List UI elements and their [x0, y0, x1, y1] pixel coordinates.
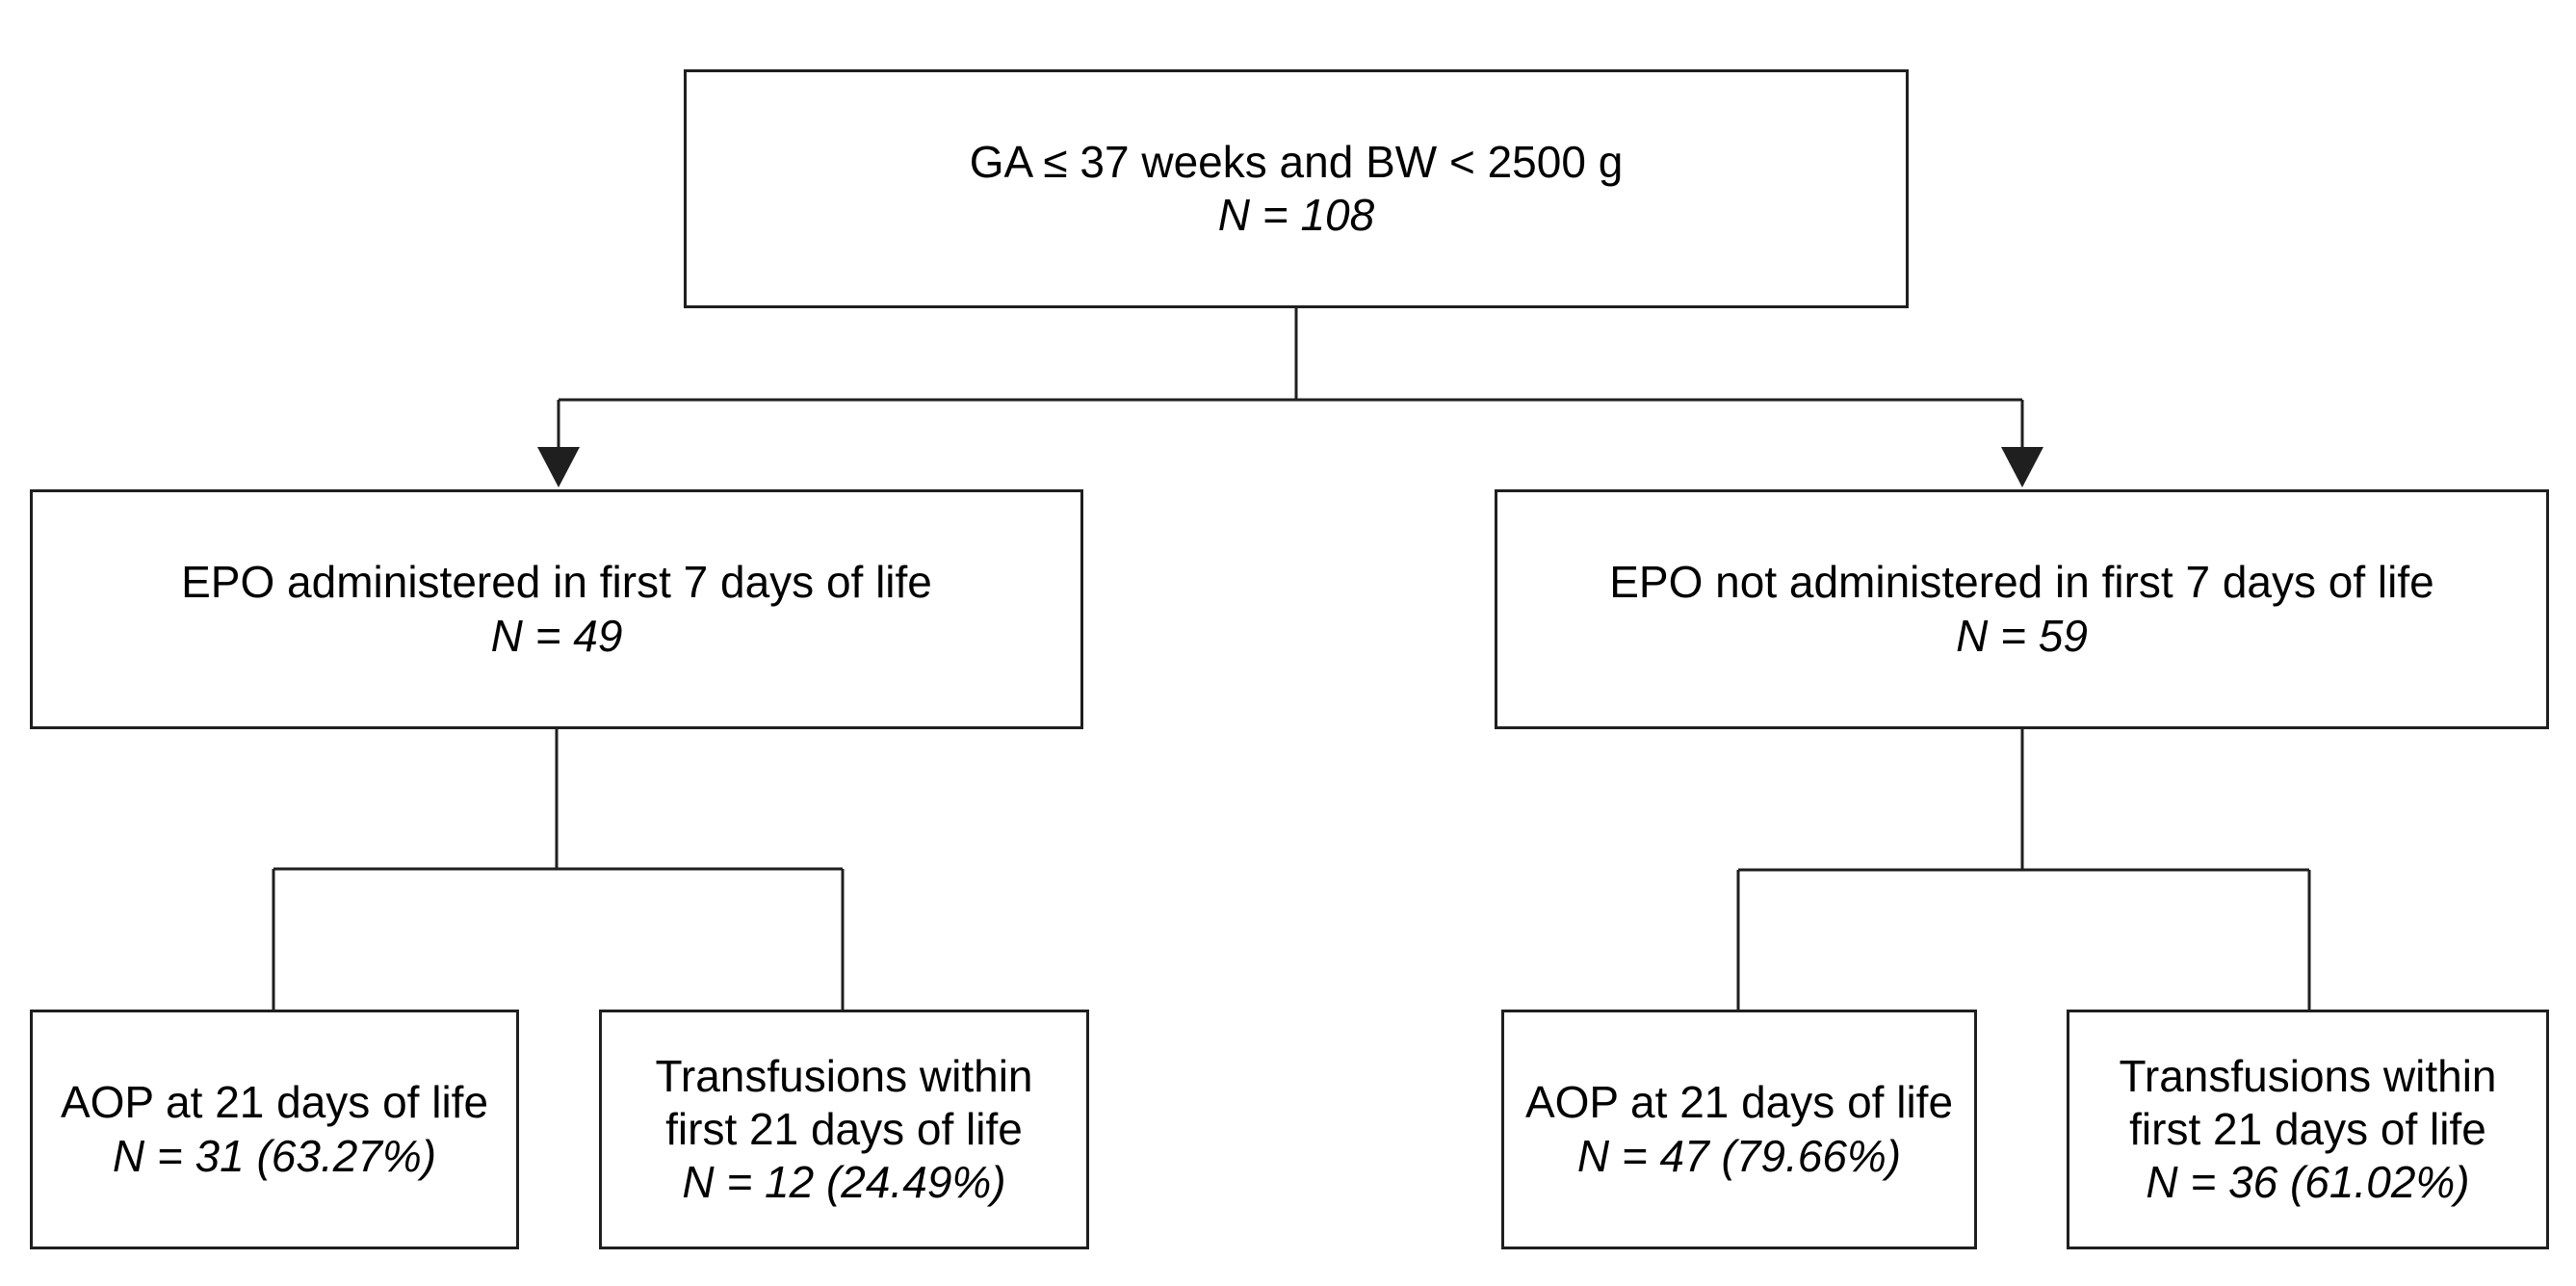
node-title: Transfusions within — [655, 1050, 1033, 1101]
node-epo-aop: AOP at 21 days of life N = 31 (63.27%) — [30, 1010, 519, 1249]
node-title: GA ≤ 37 weeks and BW < 2500 g — [969, 136, 1624, 187]
node-no-epo-transfusions: Transfusions within first 21 days of lif… — [2067, 1010, 2549, 1249]
node-count: N = 108 — [1217, 190, 1375, 240]
node-count: N = 47 (79.66%) — [1576, 1130, 1902, 1181]
node-root: GA ≤ 37 weeks and BW < 2500 g N = 108 — [684, 69, 1909, 308]
node-title: EPO not administered in first 7 days of … — [1609, 557, 2434, 608]
arrow-down-icon — [2001, 447, 2043, 487]
node-count: N = 12 (24.49%) — [682, 1157, 1006, 1208]
node-epo-not-administered: EPO not administered in first 7 days of … — [1495, 489, 2549, 729]
node-no-epo-aop: AOP at 21 days of life N = 47 (79.66%) — [1501, 1010, 1977, 1249]
node-count: N = 31 (63.27%) — [112, 1130, 437, 1181]
node-title: EPO administered in first 7 days of life — [181, 557, 932, 608]
arrow-down-icon — [537, 447, 580, 487]
node-title: first 21 days of life — [665, 1103, 1023, 1154]
node-count: N = 49 — [490, 610, 623, 661]
node-title: first 21 days of life — [2129, 1103, 2486, 1154]
node-count: N = 36 (61.02%) — [2146, 1157, 2470, 1208]
node-title: AOP at 21 days of life — [1524, 1077, 1954, 1128]
node-epo-administered: EPO administered in first 7 days of life… — [30, 489, 1083, 729]
node-title: AOP at 21 days of life — [60, 1077, 489, 1128]
node-title: Transfusions within — [2119, 1050, 2497, 1101]
node-epo-transfusions: Transfusions within first 21 days of lif… — [599, 1010, 1089, 1249]
node-count: N = 59 — [1956, 610, 2088, 661]
